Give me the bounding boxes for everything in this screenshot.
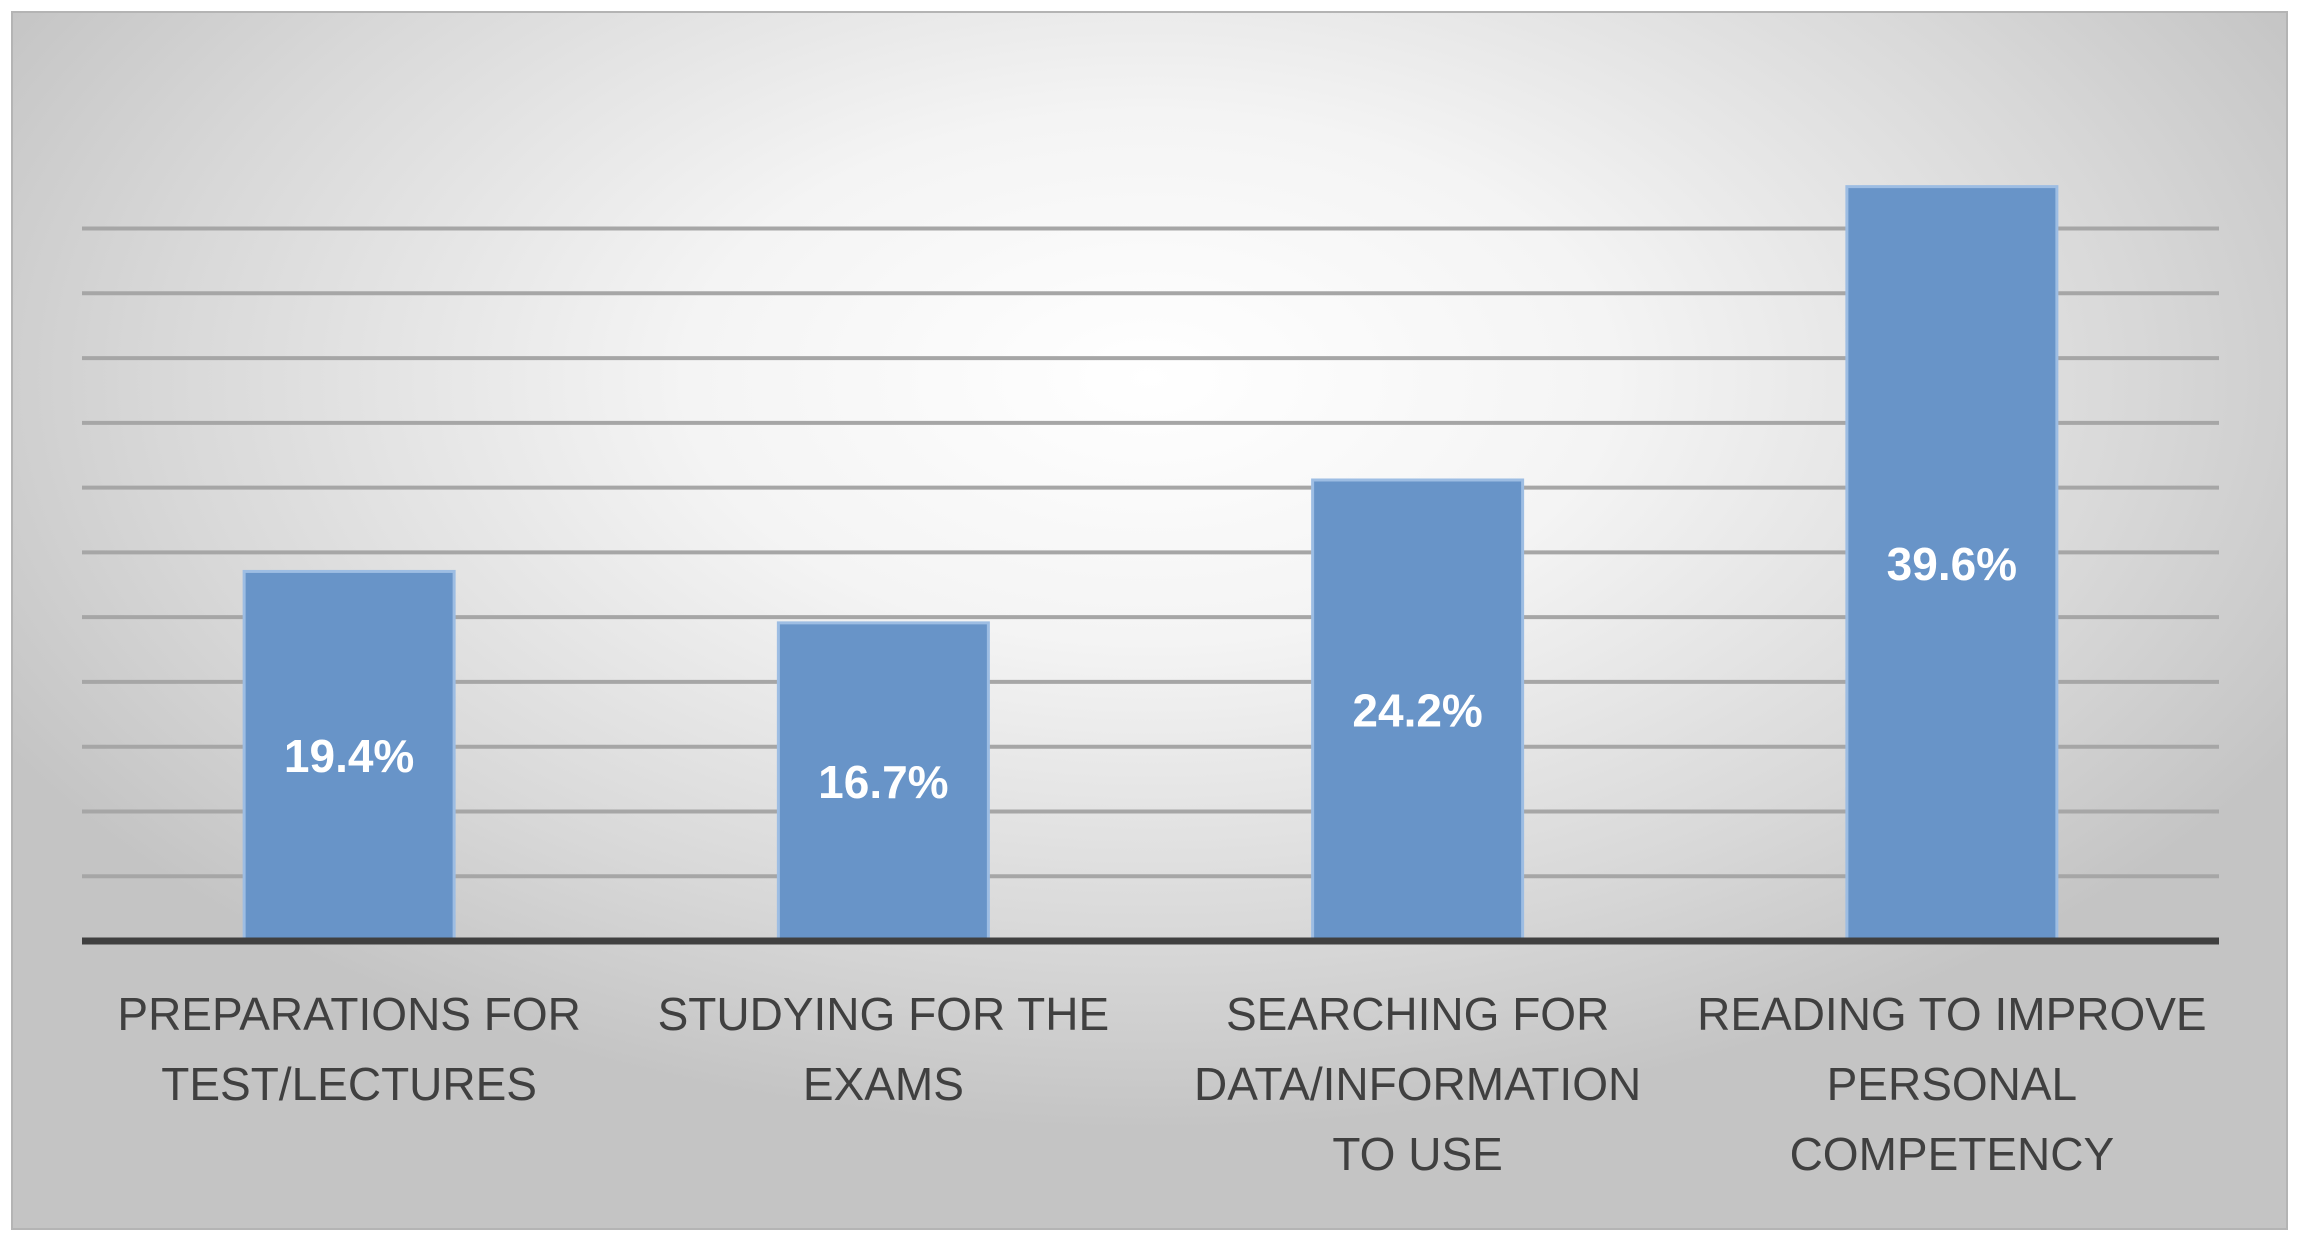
category-label-line: PREPARATIONS FOR [117,988,580,1040]
category-label-line: COMPETENCY [1790,1128,2115,1180]
category-label-line: SEARCHING FOR [1226,988,1609,1040]
category-label: SEARCHING FOR DATA/INFORMATION TO USE [1194,988,1641,1180]
bar [776,621,990,943]
category-label: PREPARATIONS FOR TEST/LECTURES [117,988,580,1110]
category-label-line: PERSONAL [1827,1058,2078,1110]
bar [242,569,456,943]
category-label-line: EXAMS [803,1058,964,1110]
category-label: READING TO IMPROVE PERSONAL COMPETENCY [1697,988,2207,1180]
category-label-line: READING TO IMPROVE [1697,988,2207,1040]
category-label-line: DATA/INFORMATION [1194,1058,1641,1110]
category-label-line: TO USE [1332,1128,1502,1180]
bar-value-label: 19.4% [284,730,414,782]
bar-value-label: 24.2% [1352,684,1482,736]
bars [242,185,2059,943]
bar [1311,478,1525,943]
category-label-line: TEST/LECTURES [161,1058,537,1110]
bar-value-labels: 19.4% 16.7% 24.2% 39.6% [284,538,2017,808]
category-label: STUDYING FOR THE EXAMS [658,988,1110,1110]
category-labels: PREPARATIONS FOR TEST/LECTURES STUDYING FO… [117,988,2206,1180]
bar [1845,185,2059,943]
bar-value-label: 16.7% [818,756,948,808]
bar-value-label: 39.6% [1887,538,2017,590]
category-label-line: STUDYING FOR THE [658,988,1110,1040]
